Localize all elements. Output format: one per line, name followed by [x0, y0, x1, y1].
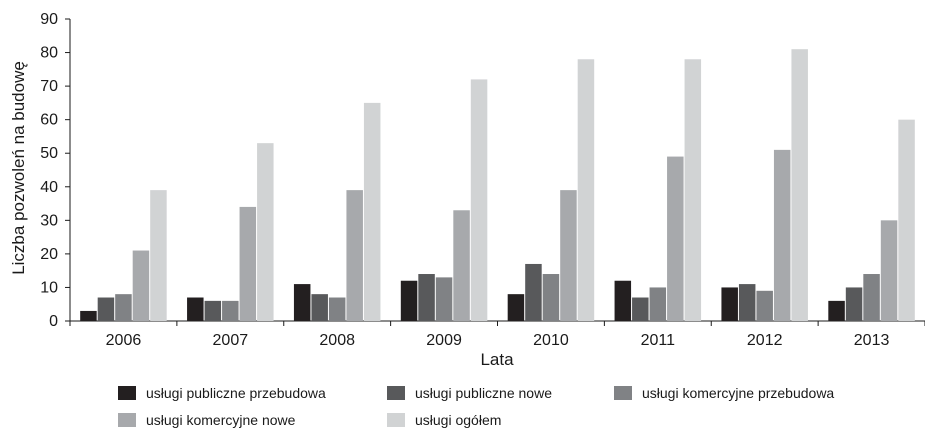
bar	[311, 294, 328, 321]
bar	[791, 49, 808, 321]
bar	[257, 143, 274, 321]
y-tick-label: 60	[40, 112, 58, 129]
y-axis-title: Liczba pozwoleń na budowę	[9, 61, 28, 275]
bar	[400, 280, 418, 321]
bar	[418, 274, 435, 321]
bar	[453, 210, 470, 321]
bar	[150, 190, 167, 321]
axes: 0 10 20 30 40 50 60 70 80 90 2006 2007 2008 2009 2010 2…	[40, 11, 925, 349]
bar	[880, 220, 898, 321]
bar	[470, 79, 488, 322]
y-tick-label: 0	[49, 313, 58, 330]
bar	[204, 300, 222, 321]
bar	[507, 294, 525, 321]
x-tick-label: 2012	[747, 332, 783, 349]
bar	[560, 190, 577, 321]
bar	[721, 287, 738, 321]
x-tick-label: 2009	[426, 332, 462, 349]
bar	[239, 206, 257, 321]
y-tick-label: 20	[40, 246, 58, 263]
bar	[756, 290, 773, 321]
y-tick-label: 80	[40, 45, 58, 62]
x-tick-label: 2011	[641, 332, 676, 349]
bar	[542, 274, 560, 321]
y-tick-label: 90	[40, 11, 58, 28]
bar	[328, 297, 346, 321]
x-axis-title: Lata	[480, 350, 514, 369]
bar	[828, 300, 845, 321]
bar	[222, 300, 239, 321]
bar	[632, 297, 649, 321]
x-tick-label: 2006	[106, 332, 142, 349]
bar	[115, 294, 132, 321]
bar	[649, 287, 667, 321]
bar	[293, 284, 311, 321]
x-tick-label: 2010	[533, 332, 569, 349]
y-tick-label: 50	[40, 145, 58, 162]
y-tick-label: 70	[40, 78, 58, 95]
bar	[525, 263, 542, 321]
x-tick-label: 2008	[319, 332, 355, 349]
x-tick-label: 2013	[854, 332, 890, 349]
bar	[773, 149, 791, 321]
bar	[346, 190, 363, 321]
x-tick-label: 2007	[213, 332, 249, 349]
bar	[97, 297, 115, 321]
bar	[738, 284, 756, 321]
bars	[80, 49, 915, 322]
bar	[684, 59, 702, 322]
bar	[898, 119, 915, 322]
y-tick-label: 30	[40, 212, 58, 229]
bar	[363, 102, 381, 321]
bar	[614, 280, 632, 321]
bar	[667, 156, 684, 321]
y-tick-label: 10	[40, 279, 58, 296]
bar	[845, 287, 863, 321]
y-tick-label: 40	[40, 179, 58, 196]
bar	[80, 310, 97, 321]
bar	[132, 250, 150, 321]
bar	[577, 59, 595, 322]
bar	[187, 297, 204, 321]
bar	[435, 277, 453, 321]
bar	[863, 274, 880, 321]
